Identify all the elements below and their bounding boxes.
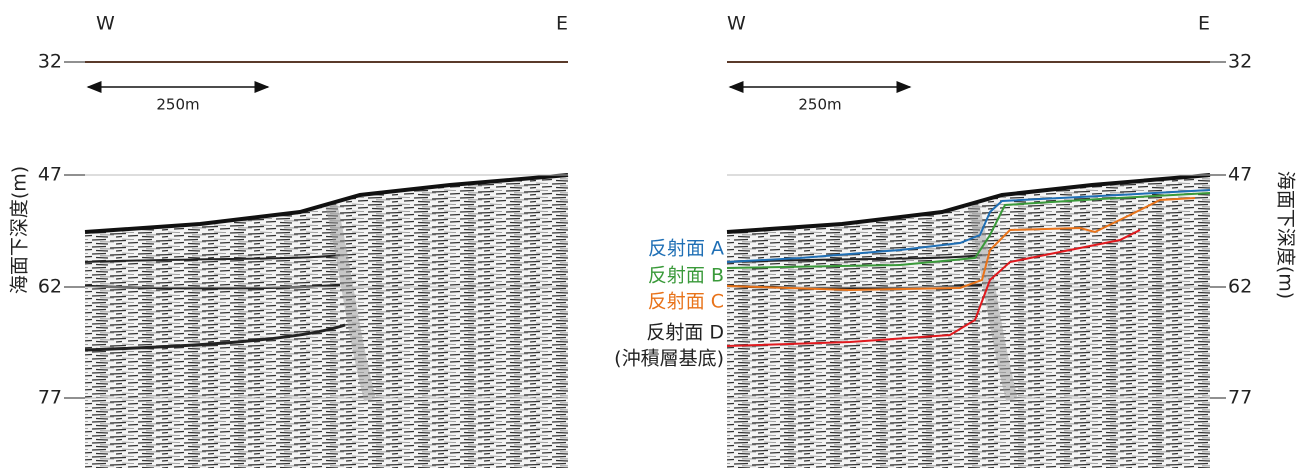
reflector-label: 反射面 D <box>646 322 724 344</box>
east-label: E <box>556 13 568 35</box>
reflector-b <box>726 192 1211 269</box>
reflector-a <box>726 189 1211 263</box>
scale-label: 250m <box>798 96 841 114</box>
west-label: W <box>96 13 115 35</box>
depth-tick: 47 <box>38 164 62 186</box>
left-panel: W E 250m 32 47 62 77 海面下深度(m) <box>9 13 569 468</box>
depth-tick: 32 <box>38 51 62 73</box>
depth-tick: 32 <box>1228 51 1252 73</box>
depth-tick: 77 <box>1228 387 1252 409</box>
seafloor <box>84 173 569 234</box>
reflector-label: 反射面 B <box>648 265 724 287</box>
scale-label: 250m <box>156 96 199 114</box>
west-label: W <box>727 13 746 35</box>
right-panel: W E 250m 32 47 62 77 海面下深度(m) <box>726 13 1297 468</box>
depth-tick: 62 <box>38 276 62 298</box>
east-label: E <box>1198 13 1210 35</box>
reflector-label: 反射面 C <box>648 291 724 313</box>
reflector-d <box>726 229 1141 347</box>
seismic-bands <box>727 198 1210 402</box>
seismic-image <box>85 175 568 468</box>
seismic-image <box>727 175 1210 468</box>
axis-label: 海面下深度(m) <box>1275 171 1297 299</box>
seismic-bands <box>85 198 568 402</box>
depth-tick: 47 <box>1228 164 1252 186</box>
depth-tick: 62 <box>1228 276 1252 298</box>
ticks <box>1210 61 1226 399</box>
reflector-c <box>726 197 1196 292</box>
seafloor <box>726 173 1211 234</box>
axis-label: 海面下深度(m) <box>9 166 31 294</box>
depth-tick: 77 <box>38 387 62 409</box>
reflector-label: 反射面 A <box>648 238 724 260</box>
ticks <box>64 61 85 399</box>
reflector-note: (沖積層基底) <box>614 348 724 370</box>
